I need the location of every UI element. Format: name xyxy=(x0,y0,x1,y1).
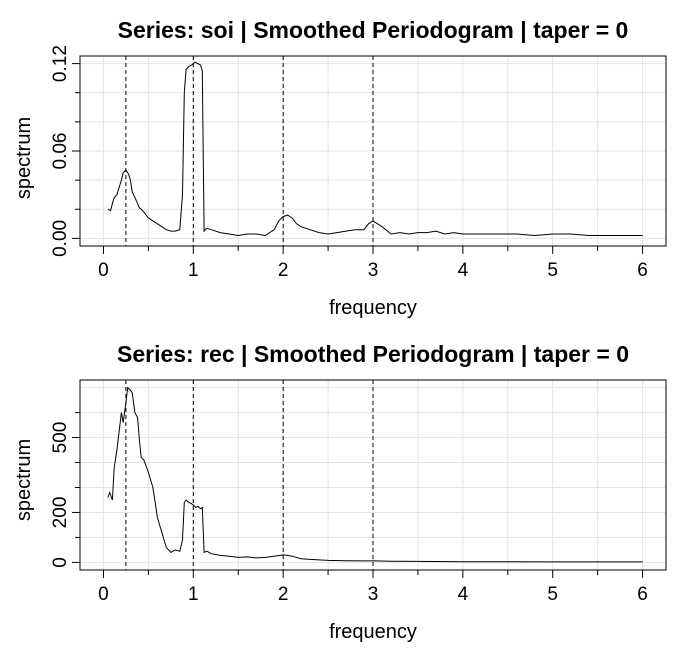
soi-y-axis-label: spectrum xyxy=(13,117,35,199)
soi-chart-title: Series: soi | Smoothed Periodogram | tap… xyxy=(118,17,629,43)
rec-y-tick-label-0: 0 xyxy=(50,557,71,568)
rec-x-tick-label-6: 6 xyxy=(637,584,648,605)
rec-x-tick-label-0: 0 xyxy=(98,584,109,605)
soi-y-tick-label-0: 0.00 xyxy=(50,220,71,257)
soi-y-tick-label-1: 0.06 xyxy=(50,133,71,170)
soi-x-tick-label-0: 0 xyxy=(98,260,109,281)
soi-x-tick-label-3: 3 xyxy=(368,260,379,281)
rec-x-tick-label-4: 4 xyxy=(458,584,469,605)
rec-x-tick-label-5: 5 xyxy=(547,584,558,605)
soi-x-axis-label: frequency xyxy=(329,297,417,319)
soi-panel: Series: soi | Smoothed Periodogram | tap… xyxy=(13,17,667,319)
soi-plot-area: 0 1 2 3 4 5 6 0.00 0.06 0.12 xyxy=(50,45,667,281)
rec-y-tick-label-1: 200 xyxy=(50,497,71,529)
rec-y-tick-label-2: 500 xyxy=(50,422,71,454)
rec-x-axis-label: frequency xyxy=(329,621,417,643)
soi-y-tick-label-2: 0.12 xyxy=(50,45,71,82)
soi-x-tick-label-1: 1 xyxy=(188,260,199,281)
soi-spectrum-line xyxy=(107,61,643,237)
rec-chart-title: Series: rec | Smoothed Periodogram | tap… xyxy=(117,341,629,367)
rec-x-tick-label-1: 1 xyxy=(188,584,199,605)
rec-y-axis-label: spectrum xyxy=(13,439,35,521)
rec-x-tick-label-3: 3 xyxy=(368,584,379,605)
soi-x-tick-label-5: 5 xyxy=(547,260,558,281)
rec-panel: Series: rec | Smoothed Periodogram | tap… xyxy=(13,341,667,643)
soi-x-tick-label-6: 6 xyxy=(637,260,648,281)
rec-spectrum-line xyxy=(107,386,643,563)
soi-x-tick-label-2: 2 xyxy=(278,260,289,281)
rec-x-tick-label-2: 2 xyxy=(278,584,289,605)
rec-plot-area: 0 1 2 3 4 5 6 0 200 500 xyxy=(50,379,667,605)
soi-x-tick-label-4: 4 xyxy=(458,260,469,281)
